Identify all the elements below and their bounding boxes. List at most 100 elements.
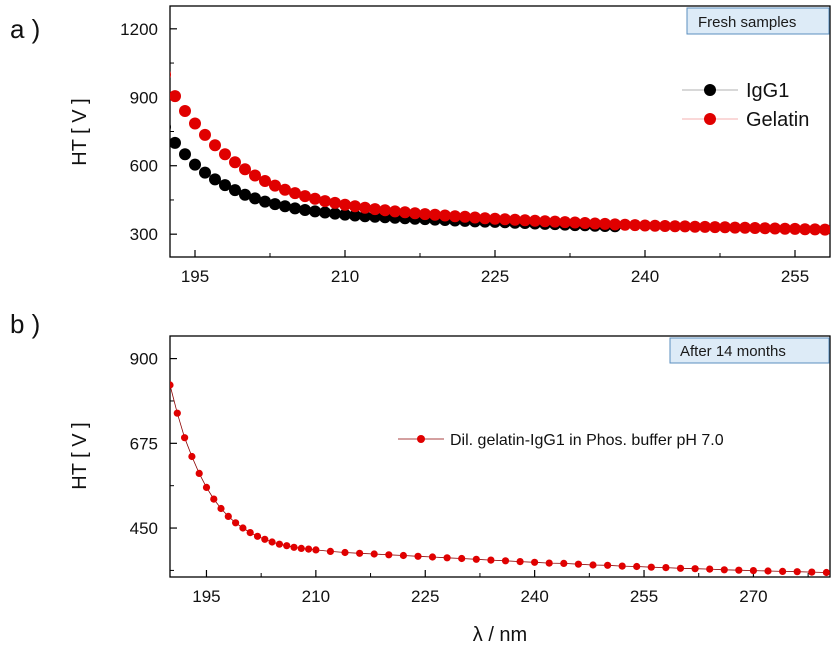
- data-point: [789, 222, 801, 235]
- data-point: [339, 208, 351, 221]
- x-tick-label: 225: [481, 267, 509, 286]
- data-point: [279, 200, 291, 213]
- data-point: [239, 188, 251, 201]
- panel-b-annotation-text: After 14 months: [680, 343, 786, 360]
- data-point: [739, 221, 751, 234]
- data-point: [319, 206, 331, 219]
- data-point: [379, 204, 391, 217]
- data-point: [249, 192, 261, 205]
- data-point: [189, 117, 201, 130]
- data-point: [579, 217, 591, 229]
- data-point: [822, 568, 830, 577]
- data-point: [419, 208, 431, 221]
- data-point: [188, 452, 196, 461]
- data-point: [209, 173, 221, 186]
- data-point: [232, 519, 240, 527]
- data-point: [195, 469, 203, 477]
- data-point: [399, 551, 407, 560]
- data-point: [647, 563, 655, 571]
- data-point: [428, 553, 437, 561]
- y-tick-label: 900: [130, 350, 158, 369]
- panel-b-plot-frame: [169, 335, 831, 578]
- panel-b-annotation: After 14 months: [669, 337, 830, 364]
- data-point: [529, 214, 541, 227]
- x-tick-label: 225: [411, 587, 439, 606]
- data-point: [618, 562, 626, 570]
- data-point: [170, 381, 174, 389]
- data-point: [259, 195, 271, 208]
- y-tick-label: 1200: [120, 20, 158, 39]
- y-tick-label: 900: [130, 88, 158, 107]
- x-tick-label: 255: [630, 587, 658, 606]
- data-point: [275, 540, 283, 548]
- data-point: [189, 158, 201, 171]
- data-point: [170, 90, 181, 103]
- data-point: [279, 183, 291, 196]
- data-point: [609, 218, 621, 231]
- data-point: [385, 551, 393, 559]
- data-point: [297, 544, 305, 553]
- data-point: [359, 201, 371, 214]
- data-point: [501, 557, 510, 565]
- data-point: [729, 221, 741, 234]
- y-tick-label: 600: [130, 157, 158, 176]
- data-point: [679, 220, 691, 233]
- panel-a-legend: IgG1 Gelatin: [682, 80, 809, 131]
- data-point: [799, 223, 811, 236]
- data-point: [669, 220, 681, 233]
- data-point: [819, 223, 830, 236]
- data-point: [339, 198, 351, 211]
- data-point: [472, 555, 480, 563]
- panel-b-points: [170, 381, 830, 577]
- data-point: [259, 175, 271, 187]
- panel-a-label: a ): [10, 14, 40, 44]
- data-point: [414, 552, 422, 560]
- data-point: [229, 156, 241, 169]
- data-point: [229, 184, 241, 197]
- data-point: [549, 215, 561, 228]
- data-point: [181, 434, 189, 442]
- data-point: [341, 548, 349, 557]
- data-point: [458, 554, 466, 563]
- data-point: [199, 166, 211, 179]
- legend-label-dil-gelatin-igg1: Dil. gelatin-IgG1 in Phos. buffer pH 7.0: [450, 432, 724, 449]
- data-point: [499, 213, 511, 226]
- data-point: [633, 562, 641, 571]
- y-tick-label: 300: [130, 225, 158, 244]
- data-point: [349, 200, 361, 213]
- panel-a: a ) 195 210 225 240 255 300 600 900 1200 HT [ V …: [10, 5, 831, 286]
- data-point: [261, 535, 269, 543]
- panel-a-ylabel: HT [ V ]: [69, 98, 91, 165]
- panel-b-xlabel: λ / nm: [473, 624, 527, 646]
- data-point: [199, 128, 211, 141]
- x-tick-label: 210: [331, 267, 359, 286]
- data-point: [289, 187, 301, 200]
- data-point: [764, 567, 772, 575]
- data-point: [589, 217, 601, 230]
- data-point: [699, 220, 711, 233]
- data-point: [545, 559, 553, 567]
- legend-label-gelatin: Gelatin: [746, 109, 809, 131]
- series-line: [170, 384, 827, 573]
- data-point: [769, 222, 781, 235]
- x-tick-label: 210: [302, 587, 330, 606]
- y-tick-label: 675: [130, 434, 158, 453]
- data-point: [469, 211, 481, 224]
- legend-marker-igg1: [704, 84, 716, 96]
- data-point: [706, 565, 714, 573]
- data-point: [649, 219, 661, 232]
- data-point: [389, 205, 401, 218]
- panel-b-annotation-box: [669, 337, 830, 364]
- data-point: [349, 209, 361, 222]
- data-point: [179, 148, 191, 161]
- data-point: [676, 564, 685, 572]
- data-point: [662, 564, 670, 572]
- data-point: [479, 212, 491, 225]
- data-point: [509, 213, 521, 226]
- data-point: [659, 220, 671, 232]
- data-point: [253, 532, 262, 540]
- data-point: [489, 212, 501, 225]
- data-point: [569, 216, 581, 229]
- data-point: [531, 558, 539, 566]
- data-point: [369, 203, 381, 216]
